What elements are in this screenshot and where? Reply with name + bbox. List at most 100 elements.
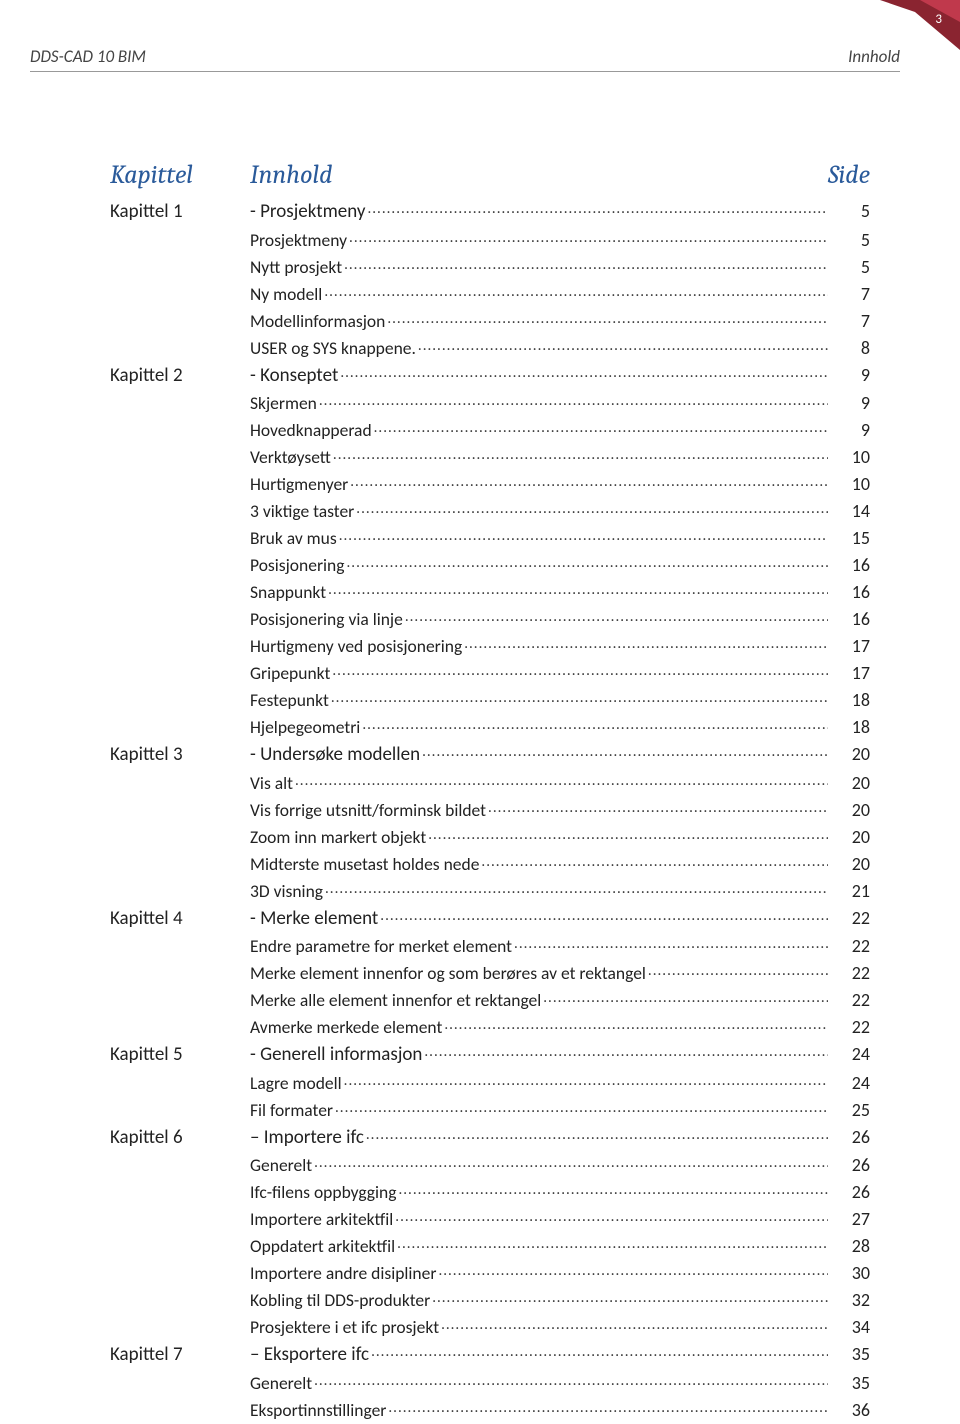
entry-title: Skjermen: [250, 390, 317, 416]
toc-entry-sub[interactable]: Fil formater25: [110, 1097, 870, 1124]
toc-entry-sub[interactable]: Modellinformasjon7: [110, 308, 870, 335]
entry-middle: - Prosjektmeny: [250, 198, 830, 227]
dot-leader: [405, 606, 828, 632]
toc-entry-sub[interactable]: Bruk av mus15: [110, 525, 870, 552]
toc-entry-sub[interactable]: Hjelpegeometri18: [110, 714, 870, 741]
dot-leader: [366, 1124, 828, 1153]
toc-entry-chapter[interactable]: Kapittel 2- Konseptet9: [110, 362, 870, 391]
entry-title: Endre parametre for merket element: [250, 933, 512, 959]
toc-entry-sub[interactable]: Snappunkt16: [110, 579, 870, 606]
dot-leader: [347, 552, 829, 578]
toc-entry-sub[interactable]: Festepunkt18: [110, 687, 870, 714]
entry-title: Merke alle element innenfor et rektangel: [250, 987, 541, 1013]
dot-leader: [344, 1070, 828, 1096]
toc-entry-sub[interactable]: Prosjektere i et ifc prosjekt34: [110, 1314, 870, 1341]
toc-entry-sub[interactable]: Merke element innenfor og som berøres av…: [110, 960, 870, 987]
toc-entry-sub[interactable]: Zoom inn markert objekt20: [110, 824, 870, 851]
toc-entry-sub[interactable]: Posisjonering via linje 16: [110, 606, 870, 633]
entry-page: 34: [830, 1314, 870, 1341]
toc-body: Kapittel 1- Prosjektmeny5Prosjektmeny5Ny…: [110, 198, 870, 1424]
toc-entry-sub[interactable]: Vis forrige utsnitt/forminsk bildet20: [110, 797, 870, 824]
toc-entry-chapter[interactable]: Kapittel 3- Undersøke modellen20: [110, 741, 870, 770]
toc-entry-sub[interactable]: Nytt prosjekt5: [110, 254, 870, 281]
entry-page: 20: [830, 741, 870, 768]
toc-entry-sub[interactable]: Posisjonering 16: [110, 552, 870, 579]
dot-leader: [388, 1397, 828, 1423]
toc-entry-sub[interactable]: Generelt26: [110, 1152, 870, 1179]
entry-title: - Prosjektmeny: [250, 198, 365, 227]
toc-entry-chapter[interactable]: Kapittel 6– Importere ifc26: [110, 1124, 870, 1153]
toc-entry-sub[interactable]: Hurtigmeny ved posisjonering17: [110, 633, 870, 660]
column-kapittel: Kapittel: [110, 160, 250, 190]
entry-title: Zoom inn markert objekt: [250, 824, 426, 850]
toc-entry-sub[interactable]: Ny modell7: [110, 281, 870, 308]
entry-page: 22: [830, 987, 870, 1014]
entry-title: Lagre modell: [250, 1070, 342, 1096]
toc-entry-sub[interactable]: Vis alt20: [110, 770, 870, 797]
entry-middle: Fil formater: [250, 1097, 830, 1123]
entry-title: Verktøysett: [250, 444, 331, 470]
toc-entry-sub[interactable]: USER og SYS knappene. 8: [110, 335, 870, 362]
entry-page: 5: [830, 254, 870, 281]
toc-entry-sub[interactable]: 3 viktige taster14: [110, 498, 870, 525]
dot-leader: [328, 579, 828, 605]
toc-entry-sub[interactable]: Midterste musetast holdes nede20: [110, 851, 870, 878]
toc-entry-sub[interactable]: Oppdatert arkitektfil28: [110, 1233, 870, 1260]
entry-page: 27: [830, 1206, 870, 1233]
entry-middle: Ny modell: [250, 281, 830, 307]
toc-entry-sub[interactable]: Gripepunkt17: [110, 660, 870, 687]
toc-entry-sub[interactable]: Kobling til DDS-produkter32: [110, 1287, 870, 1314]
header-right: Innhold: [848, 46, 900, 67]
entry-page: 28: [830, 1233, 870, 1260]
entry-middle: Avmerke merkede element: [250, 1014, 830, 1040]
dot-leader: [367, 198, 828, 227]
page-number: 3: [935, 12, 942, 27]
entry-title: Gripepunkt: [250, 660, 330, 686]
entry-middle: USER og SYS knappene.: [250, 335, 830, 361]
toc-entry-sub[interactable]: Importere andre disipliner30: [110, 1260, 870, 1287]
toc-entry-sub[interactable]: Hurtigmenyer10: [110, 471, 870, 498]
toc-container: Kapittel Innhold Side Kapittel 1- Prosje…: [110, 160, 870, 1424]
chapter-label: Kapittel 1: [110, 198, 250, 227]
entry-middle: 3 viktige taster: [250, 498, 830, 524]
toc-entry-sub[interactable]: Avmerke merkede element22: [110, 1014, 870, 1041]
toc-entry-sub[interactable]: Endre parametre for merket element22: [110, 933, 870, 960]
entry-title: Posisjonering via linje: [250, 606, 403, 632]
entry-title: USER og SYS knappene.: [250, 335, 416, 361]
toc-entry-chapter[interactable]: Kapittel 7– Eksportere ifc35: [110, 1341, 870, 1370]
entry-title: Avmerke merkede element: [250, 1014, 442, 1040]
toc-entry-chapter[interactable]: Kapittel 4- Merke element22: [110, 905, 870, 934]
entry-page: 9: [830, 362, 870, 389]
dot-leader: [648, 960, 828, 986]
entry-page: 16: [830, 606, 870, 633]
toc-entry-sub[interactable]: Verktøysett10: [110, 444, 870, 471]
toc-entry-sub[interactable]: Prosjektmeny5: [110, 227, 870, 254]
entry-middle: Importere arkitektfil: [250, 1206, 830, 1232]
entry-middle: Merke alle element innenfor et rektangel: [250, 987, 830, 1013]
entry-title: Posisjonering: [250, 552, 345, 578]
toc-entry-sub[interactable]: Eksportinnstillinger36: [110, 1397, 870, 1424]
dot-leader: [324, 281, 828, 307]
toc-entry-chapter[interactable]: Kapittel 5- Generell informasjon24: [110, 1041, 870, 1070]
entry-page: 8: [830, 335, 870, 362]
toc-entry-chapter[interactable]: Kapittel 1- Prosjektmeny 5: [110, 198, 870, 227]
toc-entry-sub[interactable]: 3D visning21: [110, 878, 870, 905]
toc-entry-sub[interactable]: Skjermen9: [110, 390, 870, 417]
entry-page: 16: [830, 552, 870, 579]
entry-page: 5: [830, 198, 870, 225]
entry-page: 25: [830, 1097, 870, 1124]
toc-entry-sub[interactable]: Importere arkitektfil27: [110, 1206, 870, 1233]
toc-entry-sub[interactable]: Ifc-filens oppbygging26: [110, 1179, 870, 1206]
entry-page: 7: [830, 281, 870, 308]
dot-leader: [514, 933, 828, 959]
entry-title: Festepunkt: [250, 687, 329, 713]
toc-entry-sub[interactable]: Generelt35: [110, 1370, 870, 1397]
entry-page: 21: [830, 878, 870, 905]
toc-entry-sub[interactable]: Hovedknapperad9: [110, 417, 870, 444]
dot-leader: [380, 905, 828, 934]
entry-middle: – Importere ifc: [250, 1124, 830, 1153]
toc-entry-sub[interactable]: Merke alle element innenfor et rektangel…: [110, 987, 870, 1014]
entry-middle: Prosjektere i et ifc prosjekt: [250, 1314, 830, 1340]
entry-title: – Eksportere ifc: [250, 1341, 369, 1370]
toc-entry-sub[interactable]: Lagre modell24: [110, 1070, 870, 1097]
